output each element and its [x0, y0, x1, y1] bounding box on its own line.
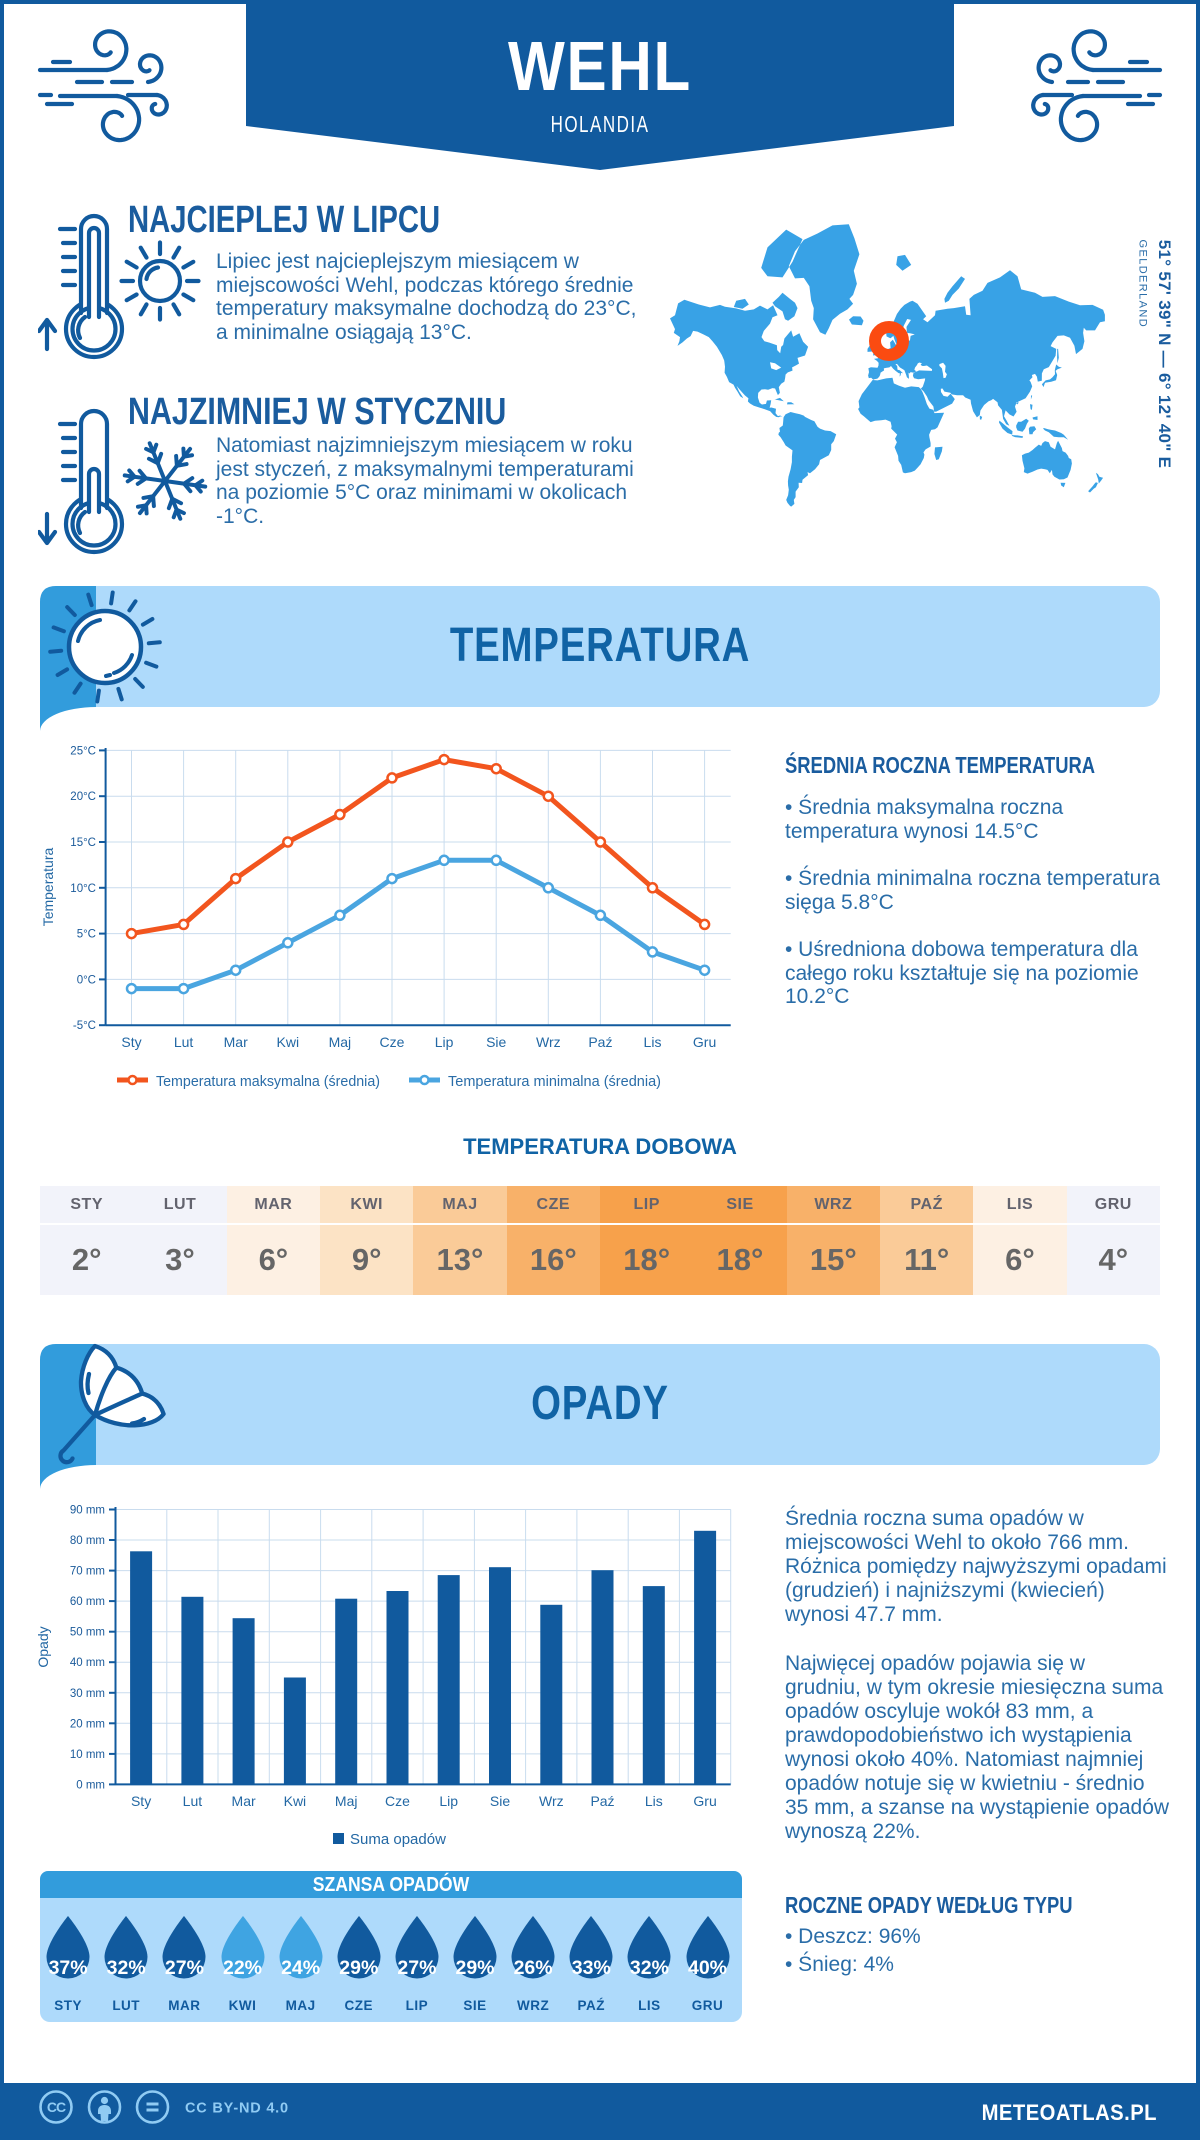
svg-text:50 mm: 50 mm [70, 1627, 105, 1639]
svg-text:Kwi: Kwi [277, 1034, 300, 1050]
svg-text:Lip: Lip [439, 1793, 458, 1809]
svg-text:Paź: Paź [590, 1793, 614, 1809]
svg-text:Lut: Lut [174, 1034, 194, 1050]
svg-text:Paź: Paź [588, 1034, 612, 1050]
svg-text:25°C: 25°C [70, 745, 96, 757]
svg-text:Lut: Lut [183, 1793, 203, 1809]
svg-text:CC: CC [47, 2099, 66, 2115]
svg-text:0 mm: 0 mm [76, 1779, 105, 1791]
svg-text:Temperatura: Temperatura [40, 847, 56, 926]
svg-text:15°C: 15°C [70, 837, 96, 849]
svg-text:Wrz: Wrz [539, 1793, 564, 1809]
svg-text:-5°C: -5°C [73, 1020, 96, 1032]
svg-text:Maj: Maj [329, 1034, 352, 1050]
svg-text:5°C: 5°C [77, 929, 96, 941]
svg-text:Kwi: Kwi [284, 1793, 307, 1809]
svg-text:20 mm: 20 mm [70, 1718, 105, 1730]
svg-text:10°C: 10°C [70, 883, 96, 895]
svg-text:Sty: Sty [121, 1034, 141, 1050]
svg-text:Suma opadów: Suma opadów [350, 1831, 446, 1848]
svg-text:10 mm: 10 mm [70, 1749, 105, 1761]
svg-text:Mar: Mar [232, 1793, 256, 1809]
svg-text:Sie: Sie [490, 1793, 510, 1809]
svg-text:Lip: Lip [435, 1034, 454, 1050]
svg-text:30 mm: 30 mm [70, 1688, 105, 1700]
svg-text:Gru: Gru [693, 1034, 716, 1050]
svg-text:80 mm: 80 mm [70, 1535, 105, 1547]
svg-text:CC BY-ND 4.0: CC BY-ND 4.0 [185, 2101, 289, 2117]
svg-text:70 mm: 70 mm [70, 1566, 105, 1578]
svg-text:0°C: 0°C [77, 974, 96, 986]
svg-text:Sie: Sie [486, 1034, 506, 1050]
svg-text:Gru: Gru [693, 1793, 716, 1809]
svg-text:60 mm: 60 mm [70, 1596, 105, 1608]
svg-text:Mar: Mar [224, 1034, 248, 1050]
svg-text:Temperatura maksymalna (średni: Temperatura maksymalna (średnia) [156, 1073, 380, 1090]
svg-text:Cze: Cze [380, 1034, 405, 1050]
svg-text:Maj: Maj [335, 1793, 358, 1809]
svg-text:40 mm: 40 mm [70, 1657, 105, 1669]
svg-text:Wrz: Wrz [536, 1034, 561, 1050]
svg-text:Opady: Opady [35, 1626, 51, 1667]
svg-text:Temperatura minimalna (średnia: Temperatura minimalna (średnia) [448, 1073, 661, 1090]
svg-text:Lis: Lis [645, 1793, 663, 1809]
svg-text:20°C: 20°C [70, 791, 96, 803]
svg-text:90 mm: 90 mm [70, 1505, 105, 1517]
svg-text:Lis: Lis [644, 1034, 662, 1050]
svg-text:Sty: Sty [131, 1793, 151, 1809]
svg-text:Cze: Cze [385, 1793, 410, 1809]
